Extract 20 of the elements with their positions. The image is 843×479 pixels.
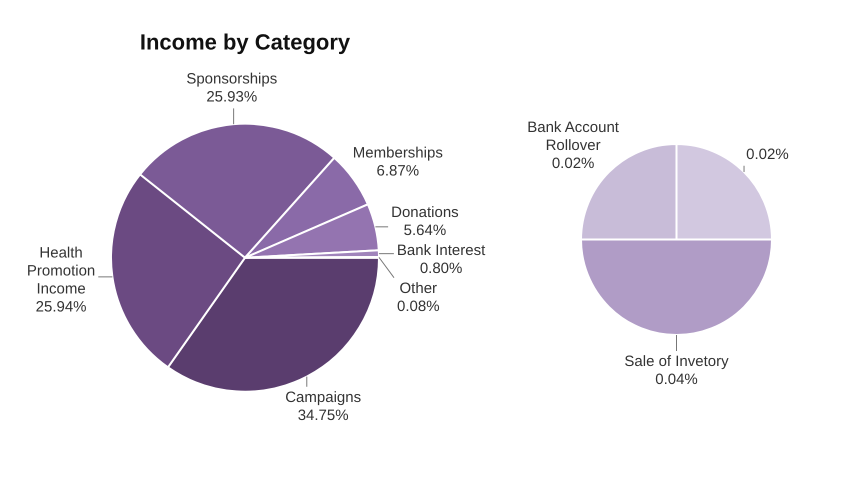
data-label: 25.94% [36, 298, 87, 316]
data-label: 0.02% [746, 146, 789, 163]
data-label: 0.02% [552, 154, 594, 172]
slice-label: Bank Interest [396, 242, 486, 259]
slice-label: Other [400, 280, 438, 297]
chart-title: Income by Category [140, 29, 351, 54]
data-label: 5.64% [404, 222, 446, 239]
data-label: 0.08% [396, 298, 440, 315]
slice-label: Donations [391, 204, 459, 221]
slice-label: Health Promotion Income [26, 244, 96, 298]
slice-label: Campaigns [285, 388, 362, 406]
slice-label: Bank Account Rollover [527, 118, 620, 154]
data-label: 0.04% [655, 371, 698, 388]
slice-label: Memberships [352, 144, 443, 162]
data-label: 0.80% [420, 260, 462, 277]
data-label: 25.93% [206, 88, 258, 106]
data-label: 34.75% [298, 406, 349, 424]
slice-label: Sponsorships [186, 70, 278, 88]
data-label: 6.87% [376, 162, 420, 180]
slice-label: Sale of Invetory [624, 353, 730, 370]
